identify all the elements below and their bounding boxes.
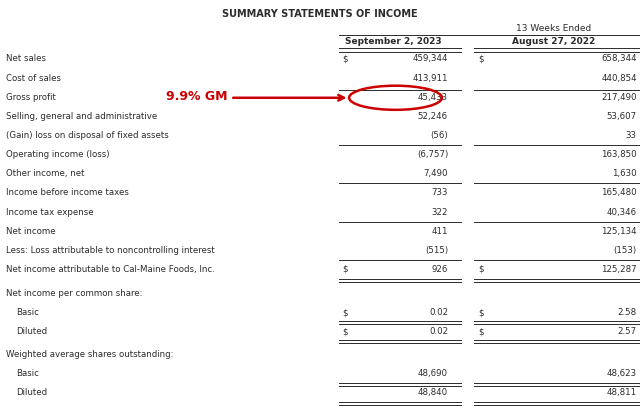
Text: 165,480: 165,480 — [601, 188, 637, 198]
Text: $: $ — [342, 54, 348, 64]
Text: Operating income (loss): Operating income (loss) — [6, 150, 110, 159]
Text: 40,346: 40,346 — [607, 208, 637, 217]
Text: 411: 411 — [431, 227, 448, 236]
Text: 45,433: 45,433 — [418, 93, 448, 102]
Text: Selling, general and administrative: Selling, general and administrative — [6, 112, 157, 121]
Text: (153): (153) — [614, 246, 637, 255]
Text: Basic: Basic — [16, 369, 39, 378]
Text: Net income attributable to Cal-Maine Foods, Inc.: Net income attributable to Cal-Maine Foo… — [6, 265, 215, 274]
Text: $: $ — [342, 327, 348, 336]
Text: 48,623: 48,623 — [607, 369, 637, 378]
Text: 48,840: 48,840 — [418, 389, 448, 397]
Text: 52,246: 52,246 — [418, 112, 448, 121]
Text: $: $ — [342, 308, 348, 317]
Text: Basic: Basic — [16, 308, 39, 317]
Text: (56): (56) — [430, 131, 448, 140]
Text: Diluted: Diluted — [16, 327, 47, 336]
Text: $: $ — [342, 265, 348, 274]
Text: $: $ — [479, 265, 484, 274]
Text: Income tax expense: Income tax expense — [6, 208, 94, 217]
Text: 1,630: 1,630 — [612, 169, 637, 178]
Text: (515): (515) — [425, 246, 448, 255]
Text: (Gain) loss on disposal of fixed assets: (Gain) loss on disposal of fixed assets — [6, 131, 169, 140]
Text: 440,854: 440,854 — [601, 74, 637, 83]
Text: 48,811: 48,811 — [607, 389, 637, 397]
Text: Income before income taxes: Income before income taxes — [6, 188, 129, 198]
Text: 459,344: 459,344 — [413, 54, 448, 64]
Text: 658,344: 658,344 — [601, 54, 637, 64]
Text: 48,690: 48,690 — [418, 369, 448, 378]
Text: Other income, net: Other income, net — [6, 169, 85, 178]
Text: SUMMARY STATEMENTS OF INCOME: SUMMARY STATEMENTS OF INCOME — [222, 9, 418, 19]
Text: 2.57: 2.57 — [618, 327, 637, 336]
Text: 125,134: 125,134 — [601, 227, 637, 236]
Text: Net sales: Net sales — [6, 54, 46, 64]
Text: September 2, 2023: September 2, 2023 — [346, 37, 442, 47]
Text: Cost of sales: Cost of sales — [6, 74, 61, 83]
Text: 733: 733 — [431, 188, 448, 198]
Text: (6,757): (6,757) — [417, 150, 448, 159]
Text: 322: 322 — [431, 208, 448, 217]
Text: 125,287: 125,287 — [601, 265, 637, 274]
Text: Weighted average shares outstanding:: Weighted average shares outstanding: — [6, 350, 174, 359]
Text: 33: 33 — [626, 131, 637, 140]
Text: August 27, 2022: August 27, 2022 — [512, 37, 595, 47]
Text: 0.02: 0.02 — [429, 327, 448, 336]
Text: 413,911: 413,911 — [413, 74, 448, 83]
Text: Less: Loss attributable to noncontrolling interest: Less: Loss attributable to noncontrollin… — [6, 246, 215, 255]
Text: 53,607: 53,607 — [607, 112, 637, 121]
Text: $: $ — [479, 327, 484, 336]
Text: 163,850: 163,850 — [601, 150, 637, 159]
Text: Net income per common share:: Net income per common share: — [6, 289, 143, 298]
Text: 217,490: 217,490 — [602, 93, 637, 102]
Text: 926: 926 — [431, 265, 448, 274]
Text: 7,490: 7,490 — [424, 169, 448, 178]
Text: 0.02: 0.02 — [429, 308, 448, 317]
Text: 9.9% GM: 9.9% GM — [166, 89, 227, 103]
Text: Gross profit: Gross profit — [6, 93, 56, 102]
Text: Diluted: Diluted — [16, 389, 47, 397]
Text: $: $ — [479, 308, 484, 317]
Text: 2.58: 2.58 — [618, 308, 637, 317]
Text: Net income: Net income — [6, 227, 56, 236]
Text: $: $ — [479, 54, 484, 64]
Text: 13 Weeks Ended: 13 Weeks Ended — [516, 24, 591, 33]
